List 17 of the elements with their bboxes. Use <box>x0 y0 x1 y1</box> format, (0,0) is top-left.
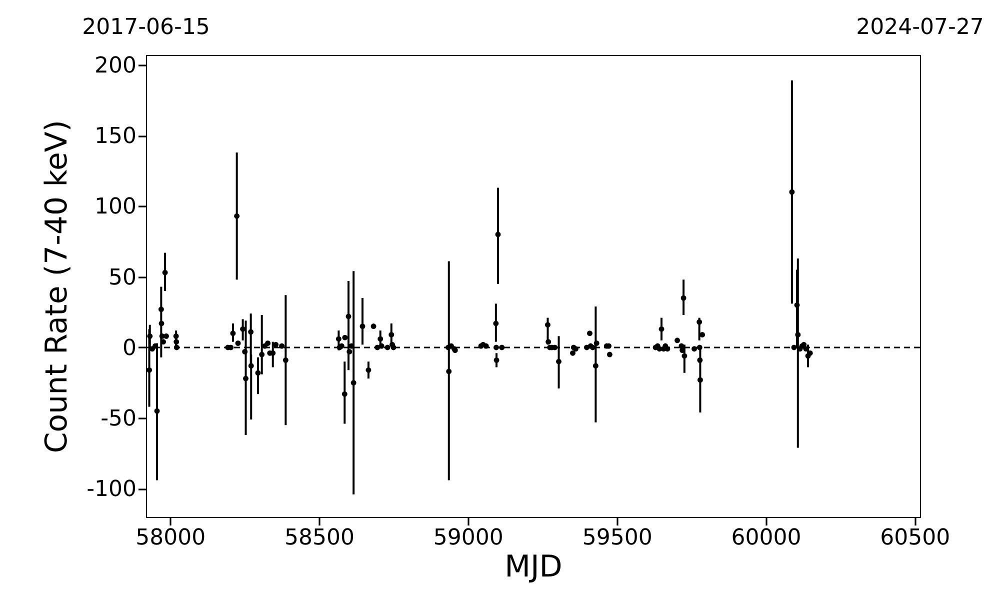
y-tick-label: 200 <box>94 53 136 78</box>
x-tick-label: 58000 <box>136 526 206 550</box>
x-axis-title: MJD <box>504 550 562 584</box>
y-tick-label: 0 <box>122 336 136 361</box>
x-tick-label: 58500 <box>284 526 355 550</box>
y-axis-title: Count Rate (7-40 keV) <box>40 120 75 454</box>
x-tick-label: 60500 <box>880 526 950 550</box>
y-tick-label: -100 <box>86 477 136 502</box>
x-tick-label: 59000 <box>433 526 504 550</box>
x-tick-label: 59500 <box>582 526 652 550</box>
y-tick-label: 150 <box>94 124 136 150</box>
x-tick-label: 60000 <box>731 526 802 550</box>
y-tick-label: -50 <box>100 406 136 432</box>
y-tick-label: 100 <box>94 194 136 220</box>
text: 2017-06-15 <box>82 15 210 40</box>
text: 2024-07-27 <box>856 15 984 40</box>
y-tick-label: 50 <box>108 265 136 290</box>
